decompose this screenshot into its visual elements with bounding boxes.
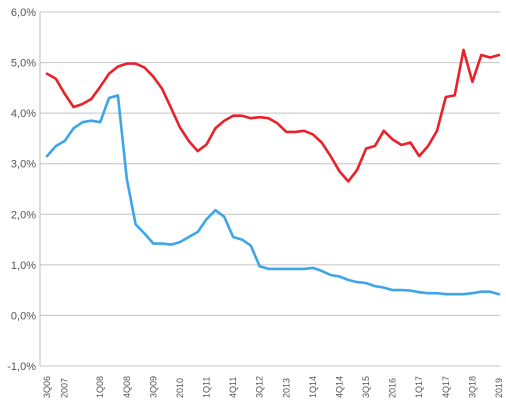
y-tick-label: 2,0% xyxy=(11,209,36,221)
x-tick-label: 4Q11 xyxy=(228,377,238,398)
series-lines xyxy=(45,48,501,296)
x-tick-label: 4Q08 xyxy=(122,376,132,398)
y-tick-labels: -1,0% 0,0% 1,0% 2,0% 3,0% 4,0% 5,0% 6,0% xyxy=(7,7,36,373)
y-tick-label: 0,0% xyxy=(11,310,36,322)
series-line-blue xyxy=(45,94,501,296)
x-tick-label: 3Q18 xyxy=(467,376,477,398)
x-tick-label: 4Q14 xyxy=(334,376,344,398)
series-line-red xyxy=(45,48,501,183)
x-tick-label: 2016 xyxy=(388,378,398,398)
x-tick-label: 1Q17 xyxy=(414,376,424,398)
y-tick-label: 3,0% xyxy=(11,159,36,171)
x-tick-label: 4Q17 xyxy=(441,376,451,398)
y-tick-label: -1,0% xyxy=(7,361,36,373)
y-tick-label: 6,0% xyxy=(11,7,36,19)
x-tick-label: 1Q11 xyxy=(202,377,212,398)
x-tick-label: 3Q15 xyxy=(361,376,371,398)
x-tick-label: 3Q09 xyxy=(148,376,158,398)
x-tick-label: 3Q12 xyxy=(255,376,265,398)
y-tick-label: 1,0% xyxy=(11,260,36,272)
x-tick-label: 2010 xyxy=(175,378,185,398)
x-tick-label: 1Q14 xyxy=(308,376,318,398)
y-tick-label: 5,0% xyxy=(11,58,36,70)
gridlines xyxy=(40,11,500,367)
x-tick-label: 2013 xyxy=(281,378,291,398)
x-tick-label: 1Q08 xyxy=(95,376,105,398)
x-tick-label: 2007 xyxy=(60,378,70,398)
x-tick-label: 2019 xyxy=(494,378,504,398)
x-tick-label: 3Q06 xyxy=(42,376,52,398)
y-tick-label: 4,0% xyxy=(11,108,36,120)
x-tick-labels: 3Q06 2007 1Q08 4Q08 3Q09 2010 1Q11 4Q11 3Q12 2013… xyxy=(42,376,504,398)
